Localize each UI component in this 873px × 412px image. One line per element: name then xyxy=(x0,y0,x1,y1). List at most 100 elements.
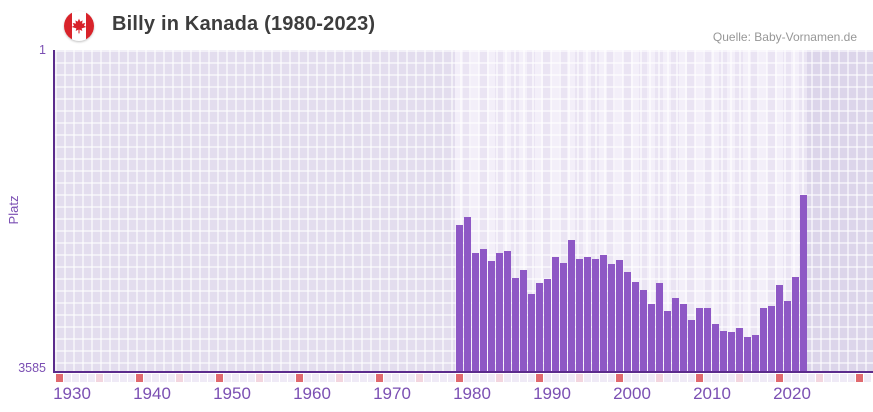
year-marker-1964 xyxy=(328,374,335,382)
bar-1985 xyxy=(496,253,503,371)
year-marker-1989 xyxy=(528,374,535,382)
year-marker-1957 xyxy=(272,374,279,382)
bar-2022 xyxy=(792,277,799,371)
bar-1994 xyxy=(568,240,575,371)
bar-1982 xyxy=(472,253,479,371)
year-marker-1931 xyxy=(64,374,71,382)
year-marker-1977 xyxy=(432,374,439,382)
year-marker-2002 xyxy=(632,374,639,382)
year-marker-1976 xyxy=(424,374,431,382)
x-axis-labels: 1930 1940 1950 1960 1970 1980 1990 2000 2010 2020 xyxy=(53,384,873,406)
year-marker-1982 xyxy=(472,374,479,382)
year-marker-1953 xyxy=(240,374,247,382)
year-marker-1979 xyxy=(448,374,455,382)
year-marker-1999 xyxy=(608,374,615,382)
bar-2011 xyxy=(704,308,711,371)
decade-marker-1960 xyxy=(296,374,303,382)
bar-1981 xyxy=(464,217,471,371)
year-marker-1974 xyxy=(408,374,415,382)
year-marker-2006 xyxy=(664,374,671,382)
year-marker-1958 xyxy=(280,374,287,382)
canada-flag-icon xyxy=(64,11,94,41)
bar-2008 xyxy=(680,304,687,371)
maple-leaf-icon xyxy=(71,18,87,34)
year-marker-1932 xyxy=(72,374,79,382)
year-marker-1949 xyxy=(208,374,215,382)
year-marker-2018 xyxy=(760,374,767,382)
year-marker-1941 xyxy=(144,374,151,382)
bar-1984 xyxy=(488,261,495,371)
y-axis-tick-bottom: 3585 xyxy=(18,361,46,375)
flag-red-band-left xyxy=(64,11,72,41)
year-marker-1984 xyxy=(488,374,495,382)
bar-2014 xyxy=(728,332,735,371)
year-marker-2028 xyxy=(840,374,847,382)
bar-2019 xyxy=(768,306,775,371)
year-marker-1971 xyxy=(384,374,391,382)
year-marker-1951 xyxy=(224,374,231,382)
year-marker-1997 xyxy=(592,374,599,382)
year-marker-1975 xyxy=(416,374,423,382)
x-axis-label-2010: 2010 xyxy=(693,384,731,403)
year-marker-2026 xyxy=(824,374,831,382)
bar-1997 xyxy=(592,259,599,371)
bar-1990 xyxy=(536,283,543,371)
year-marker-1939 xyxy=(128,374,135,382)
year-marker-1944 xyxy=(168,374,175,382)
bar-1993 xyxy=(560,263,567,371)
year-marker-1967 xyxy=(352,374,359,382)
bar-2001 xyxy=(624,272,631,371)
decade-marker-1990 xyxy=(536,374,543,382)
decade-marker-2030 xyxy=(856,374,863,382)
bar-1996 xyxy=(584,257,591,371)
x-axis-label-1970: 1970 xyxy=(373,384,411,403)
x-axis-label-2000: 2000 xyxy=(613,384,651,403)
year-marker-1942 xyxy=(152,374,159,382)
year-marker-1961 xyxy=(304,374,311,382)
year-marker-1963 xyxy=(320,374,327,382)
year-marker-2025 xyxy=(816,374,823,382)
decade-marker-1970 xyxy=(376,374,383,382)
year-marker-1935 xyxy=(96,374,103,382)
x-axis-label-1960: 1960 xyxy=(293,384,331,403)
year-marker-2005 xyxy=(656,374,663,382)
bar-1998 xyxy=(600,255,607,371)
year-marker-2011 xyxy=(704,374,711,382)
year-marker-2014 xyxy=(728,374,735,382)
year-marker-1943 xyxy=(160,374,167,382)
year-marker-1988 xyxy=(520,374,527,382)
x-axis-label-1980: 1980 xyxy=(453,384,491,403)
source-attribution: Quelle: Baby-Vornamen.de xyxy=(712,30,857,44)
bar-1989 xyxy=(528,294,535,371)
bar-2021 xyxy=(784,301,791,371)
x-axis-label-1930: 1930 xyxy=(53,384,91,403)
year-marker-1969 xyxy=(368,374,375,382)
decade-marker-1930 xyxy=(56,374,63,382)
year-marker-1991 xyxy=(544,374,551,382)
decade-marker-1950 xyxy=(216,374,223,382)
year-marker-1978 xyxy=(440,374,447,382)
year-marker-2017 xyxy=(752,374,759,382)
decade-marker-2000 xyxy=(616,374,623,382)
year-marker-1965 xyxy=(336,374,343,382)
bar-1980 xyxy=(456,225,463,371)
year-marker-2003 xyxy=(640,374,647,382)
year-marker-1972 xyxy=(392,374,399,382)
year-marker-1959 xyxy=(288,374,295,382)
year-marker-1937 xyxy=(112,374,119,382)
year-marker-2024 xyxy=(808,374,815,382)
bar-2017 xyxy=(752,335,759,371)
year-marker-1973 xyxy=(400,374,407,382)
year-marker-1948 xyxy=(200,374,207,382)
bar-2012 xyxy=(712,324,719,371)
bar-1995 xyxy=(576,259,583,371)
bar-2007 xyxy=(672,298,679,371)
bar-2010 xyxy=(696,308,703,371)
year-marker-2012 xyxy=(712,374,719,382)
bar-2000 xyxy=(616,260,623,371)
year-marker-1954 xyxy=(248,374,255,382)
year-marker-2019 xyxy=(768,374,775,382)
bar-2015 xyxy=(736,328,743,371)
year-marker-1952 xyxy=(232,374,239,382)
